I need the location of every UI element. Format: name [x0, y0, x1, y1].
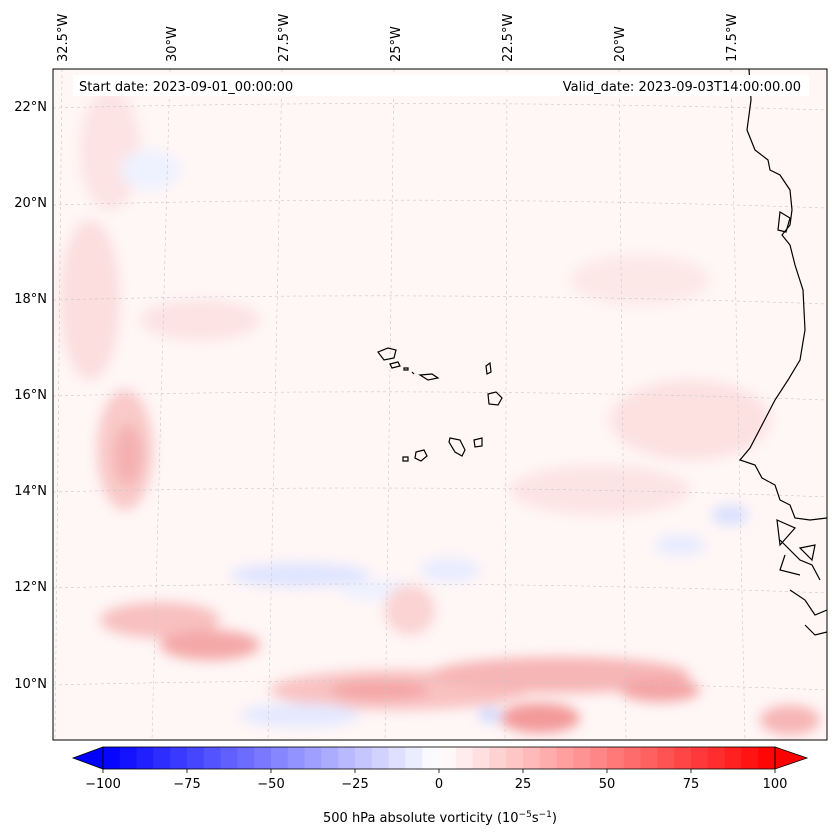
colorbar-segment	[153, 747, 171, 769]
longitude-labels: 32.5°W 30°W 27.5°W 25°W 22.5°W 20°W 17.5…	[56, 14, 740, 62]
colorbar-label-unit: s	[532, 811, 539, 826]
colorbar-segment	[170, 747, 188, 769]
lat-label: 22°N	[14, 100, 47, 115]
colorbar-segment	[321, 747, 339, 769]
colorbar-segment	[489, 747, 507, 769]
colorbar-tick-label: 50	[599, 777, 616, 792]
vorticity-field	[60, 90, 820, 735]
map-frame	[52, 68, 828, 741]
colorbar-segment	[724, 747, 742, 769]
latitude-labels: 22°N 20°N 18°N 16°N 14°N 12°N 10°N	[14, 100, 47, 692]
colorbar-segment	[439, 747, 457, 769]
header-bar: Start date: 2023-09-01_00:00:00 Valid_da…	[73, 75, 809, 96]
colorbar-segment	[103, 747, 121, 769]
colorbar-segment	[254, 747, 272, 769]
colorbar-segment	[237, 747, 255, 769]
colorbar-segment	[758, 747, 776, 769]
colorbar-segment	[741, 747, 759, 769]
lon-label: 17.5°W	[725, 14, 740, 62]
colorbar-tick-label: −75	[173, 777, 200, 792]
colorbar-tick-label: 0	[435, 777, 443, 792]
colorbar-segment	[657, 747, 675, 769]
colorbar-segment	[674, 747, 692, 769]
lon-label: 22.5°W	[501, 14, 516, 62]
colorbar-label: 500 hPa absolute vorticity (10−5s−1)	[323, 810, 557, 826]
colorbar-segment	[523, 747, 541, 769]
colorbar-label-text: 500 hPa absolute vorticity (10	[323, 811, 519, 826]
lat-label: 20°N	[14, 196, 47, 211]
header-background	[73, 75, 809, 96]
colorbar-label-end: )	[552, 811, 557, 826]
colorbar-tick-label: −25	[341, 777, 368, 792]
valid-date-label: Valid_date: 2023-09-03T14:00:00.00	[563, 80, 801, 95]
lon-label: 32.5°W	[56, 14, 71, 62]
colorbar-segment	[203, 747, 222, 769]
colorbar-label-exp1: −5	[519, 810, 532, 820]
lat-label: 10°N	[14, 677, 47, 692]
cabo-verde-islands	[377, 347, 503, 462]
colorbar-label-exp2: −1	[539, 810, 552, 820]
colorbar-segment	[187, 747, 205, 769]
graticule	[53, 69, 827, 740]
colorbar-extend-min	[71, 746, 104, 770]
colorbar-segment	[472, 747, 490, 769]
colorbar-segment	[338, 747, 356, 769]
colorbar-segment	[388, 747, 406, 769]
colorbar-tick-label: −50	[257, 777, 284, 792]
lon-label: 20°W	[613, 26, 628, 62]
colorbar: −100 −75 −50 −25 0 25 50 75 100 500 hPa absolute…	[71, 746, 809, 826]
colorbar-segment	[220, 747, 238, 769]
lon-label: 30°W	[165, 26, 180, 62]
map-panel: Start date: 2023-09-01_00:00:00 Valid_da…	[53, 69, 827, 740]
colorbar-segment	[405, 747, 423, 769]
lat-label: 16°N	[14, 388, 47, 403]
colorbar-segment	[287, 747, 306, 769]
colorbar-segment	[119, 747, 138, 769]
lon-label: 27.5°W	[277, 14, 292, 62]
colorbar-segment	[556, 747, 574, 769]
lat-label: 18°N	[14, 292, 47, 307]
start-date-label: Start date: 2023-09-01_00:00:00	[79, 80, 293, 95]
colorbar-tick-label: 75	[683, 777, 700, 792]
colorbar-segment	[640, 747, 658, 769]
colorbar-segments	[103, 747, 776, 769]
colorbar-tick-label: 25	[515, 777, 532, 792]
colorbar-segment	[590, 747, 608, 769]
colorbar-segment	[136, 747, 154, 769]
colorbar-segment	[607, 747, 625, 769]
colorbar-segment	[573, 747, 591, 769]
lon-label: 25°W	[389, 26, 404, 62]
colorbar-segment	[371, 747, 390, 769]
colorbar-segment	[539, 747, 558, 769]
coastline	[738, 69, 827, 636]
colorbar-ticks: −100 −75 −50 −25 0 25 50 75 100	[85, 769, 787, 792]
colorbar-extend-max	[774, 746, 809, 770]
colorbar-segment	[707, 747, 726, 769]
colorbar-tick-label: −100	[85, 777, 121, 792]
colorbar-tick-label: 100	[763, 777, 788, 792]
lat-label: 14°N	[14, 484, 47, 499]
colorbar-segment	[271, 747, 289, 769]
colorbar-segment	[691, 747, 709, 769]
colorbar-segment	[304, 747, 322, 769]
colorbar-segment	[355, 747, 373, 769]
colorbar-segment	[623, 747, 642, 769]
colorbar-segment	[422, 747, 440, 769]
colorbar-segment	[455, 747, 474, 769]
lat-label: 12°N	[14, 580, 47, 595]
colorbar-segment	[506, 747, 524, 769]
